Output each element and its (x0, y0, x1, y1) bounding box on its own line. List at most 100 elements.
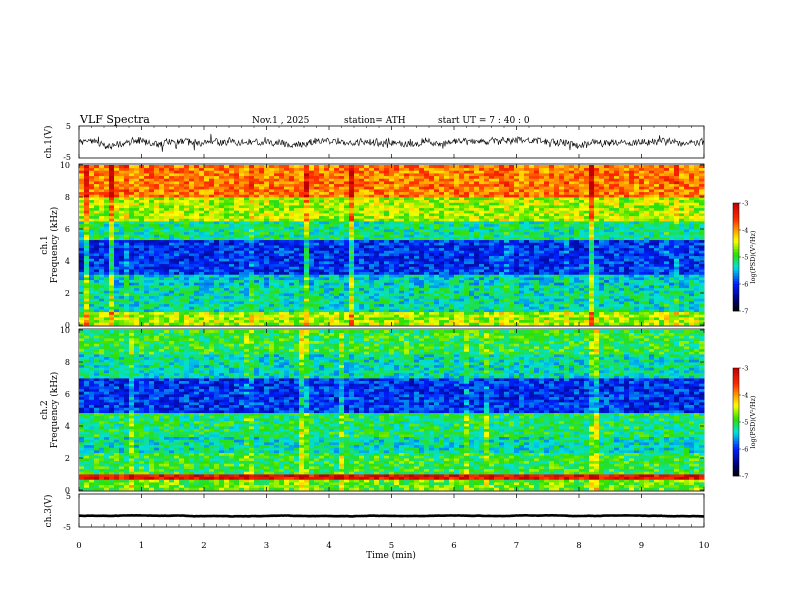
spectrogram-cell (434, 239, 440, 243)
spectrogram-cell (359, 194, 365, 198)
spectrogram-cell (459, 295, 465, 299)
spectrogram-cell (454, 223, 460, 227)
spectrogram-cell (409, 199, 415, 203)
spectrogram-cell (154, 218, 160, 222)
spectrogram-cell (94, 170, 100, 174)
spectrogram-cell (474, 213, 480, 217)
spectrogram-cell (234, 229, 240, 233)
spectrogram-cell (199, 167, 205, 171)
spectrogram-cell (204, 287, 210, 291)
spectrogram-cell (319, 167, 325, 171)
spectrogram-cell (384, 213, 390, 217)
spectrogram-cell (199, 261, 205, 265)
spectrogram-cell (94, 181, 100, 185)
spectrogram-cell (484, 263, 490, 267)
spectrogram-cell (164, 271, 170, 275)
spectrogram-cell (149, 290, 155, 294)
spectrogram-cell (304, 202, 310, 206)
spectrogram-cell (164, 194, 170, 198)
spectrogram-cell (279, 173, 285, 177)
spectrogram-cell (439, 269, 445, 273)
spectrogram-cell (84, 231, 90, 235)
spectrogram-cell (129, 255, 135, 259)
spectrogram-cell (334, 194, 340, 198)
spectrogram-cell (319, 223, 325, 227)
spectrogram-cell (144, 285, 150, 289)
spectrogram-cell (214, 311, 220, 315)
spectrogram-cell (449, 207, 455, 211)
spectrogram-cell (199, 295, 205, 299)
spectrogram-cell (94, 285, 100, 289)
spectrogram-cell (284, 175, 290, 179)
spectrogram-cell (324, 178, 330, 182)
spectrogram-cell (204, 237, 210, 241)
spectrogram-cell (119, 231, 125, 235)
spectrogram-cell (179, 309, 185, 313)
spectrogram-cell (459, 183, 465, 187)
spectrogram-cell (124, 277, 130, 281)
spectrogram-cell (294, 298, 300, 302)
spectrogram-cell (454, 290, 460, 294)
spectrogram-cell (484, 258, 490, 262)
spectrogram-cell (264, 261, 270, 265)
spectrogram-cell (469, 306, 475, 310)
spectrogram-cell (164, 223, 170, 227)
spectrogram-cell (299, 237, 305, 241)
spectrogram-cell (259, 317, 265, 321)
spectrogram-cell (244, 242, 250, 246)
spectrogram-cell (379, 189, 385, 193)
spectrogram-cell (339, 194, 345, 198)
spectrogram-cell (329, 199, 335, 203)
spectrogram-cell (444, 237, 450, 241)
spectrogram-cell (299, 247, 305, 251)
spectrogram-cell (204, 218, 210, 222)
spectrogram-cell (424, 317, 430, 321)
spectrogram-cell (384, 269, 390, 273)
spectrogram-cell (219, 167, 225, 171)
spectrogram-cell (209, 306, 215, 310)
spectrogram-cell (329, 210, 335, 214)
spectrogram-cell (449, 231, 455, 235)
spectrogram-cell (134, 322, 140, 326)
spectrogram-cell (159, 229, 165, 233)
spectrogram-cell (279, 221, 285, 225)
spectrogram-cell (419, 309, 425, 313)
spectrogram-cell (414, 261, 420, 265)
spectrogram-cell (209, 186, 215, 190)
spectrogram-cell (314, 194, 320, 198)
spectrogram-cell (384, 167, 390, 171)
spectrogram-cell (219, 215, 225, 219)
spectrogram-cell (489, 258, 495, 262)
spectrogram-cell (209, 221, 215, 225)
spectrogram-cell (464, 287, 470, 291)
spectrogram-cell (434, 191, 440, 195)
spectrogram-cell (464, 186, 470, 190)
spectrogram-cell (149, 218, 155, 222)
spectrogram-cell (274, 194, 280, 198)
spectrogram-cell (489, 242, 495, 246)
spectrogram-cell (124, 271, 130, 275)
spectrogram-cell (194, 261, 200, 265)
spectrogram-cell (104, 250, 110, 254)
spectrogram-cell (229, 319, 235, 323)
spectrogram-cell (209, 250, 215, 254)
spectrogram-cell (314, 258, 320, 262)
spectrogram-cell (104, 287, 110, 291)
spectrogram-cell (379, 242, 385, 246)
spectrogram-cell (249, 282, 255, 286)
spectrogram-cell (399, 197, 405, 201)
spectrogram-cell (289, 165, 295, 169)
spectrogram-cell (199, 213, 205, 217)
spectrogram-cell (299, 199, 305, 203)
spectrogram-cell (284, 167, 290, 171)
spectrogram-cell (289, 194, 295, 198)
spectrogram-cell (404, 245, 410, 249)
spectrogram-cell (144, 239, 150, 243)
station-label: station= ATH (344, 116, 406, 126)
spectrogram-cell (214, 258, 220, 262)
spectrogram-cell (84, 247, 90, 251)
spectrogram-cell (164, 197, 170, 201)
spectrogram-cell (104, 311, 110, 315)
spectrogram-cell (214, 253, 220, 257)
spectrogram-cell (149, 311, 155, 315)
